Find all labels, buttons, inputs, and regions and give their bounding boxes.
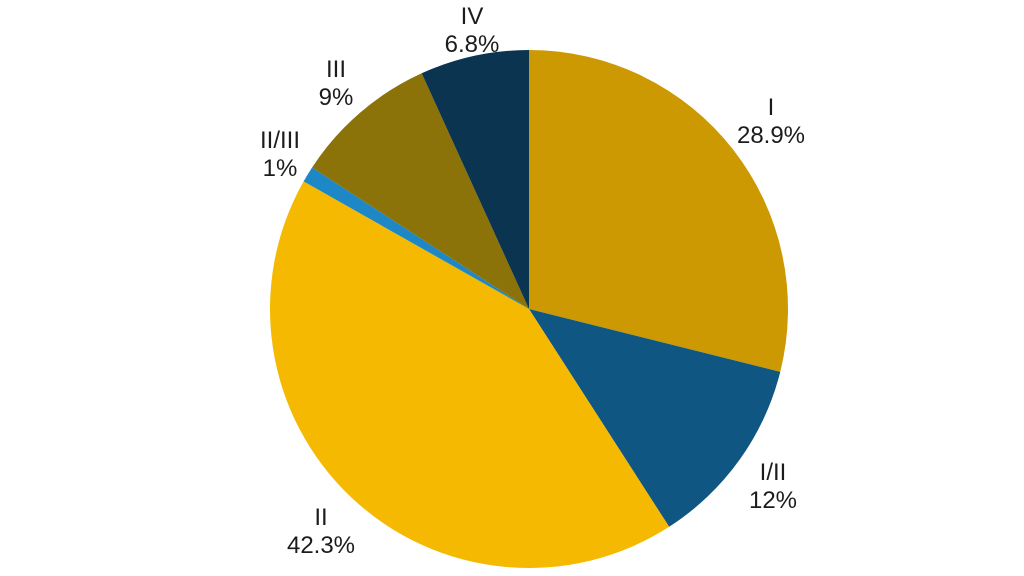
slice-label-ii: II 42.3% <box>287 504 355 559</box>
pie-slice-iv <box>421 50 529 309</box>
slice-label-i: I 28.9% <box>737 94 805 149</box>
slice-category-text: IV <box>461 3 484 30</box>
pie-slice-ii <box>269 181 670 568</box>
slice-percent-text: 28.9% <box>737 122 805 149</box>
slice-category-text: III <box>326 56 346 83</box>
slice-category-text: I <box>768 94 775 121</box>
slice-label-iii: III 9% <box>319 56 354 111</box>
slice-category-text: II/III <box>260 127 300 154</box>
pie-slice-i-ii <box>529 309 781 527</box>
slice-label-iv: IV 6.8% <box>445 3 500 58</box>
slice-label-i-ii: I/II 12% <box>749 459 797 514</box>
pie-slice-i <box>529 50 788 372</box>
slice-percent-text: 12% <box>749 487 797 514</box>
slice-category-text: II <box>314 504 327 531</box>
slice-label-ii-iii: II/III 1% <box>260 127 300 182</box>
slice-percent-text: 42.3% <box>287 532 355 559</box>
slice-percent-text: 6.8% <box>445 31 500 58</box>
slice-percent-text: 9% <box>319 84 354 111</box>
slice-percent-text: 1% <box>263 155 298 182</box>
slice-category-text: I/II <box>760 459 787 486</box>
pie-slice-iii <box>312 73 529 309</box>
pie-slice-ii-iii <box>303 167 529 309</box>
